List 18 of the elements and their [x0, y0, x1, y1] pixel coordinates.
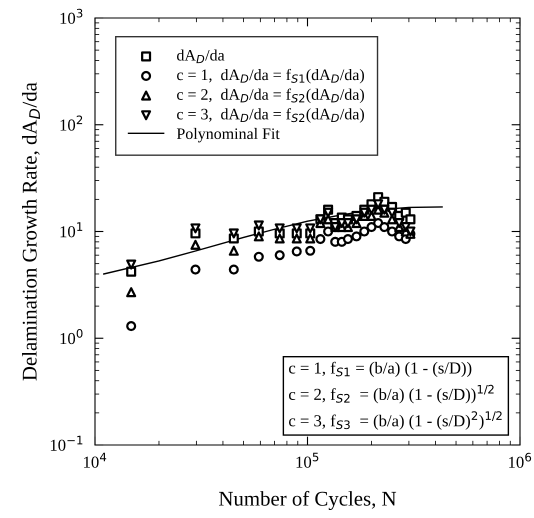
x-axis-title: Number of Cycles, N — [218, 490, 396, 510]
x-tick-label: 10$^{5}$ — [296, 452, 318, 468]
y-tick-label: 10$^{1}$ — [60, 222, 82, 238]
legend-label: c = 3, dA$_{D}$/da = f$_{S2}$(dA$_{D}$/da) — [177, 108, 364, 123]
annotation: c = 2, f$_{S2}$ = (b/a) (1 - (s/D))$^{1/2}$ — [289, 384, 494, 404]
legend-label: dA$_{D}$/da — [177, 49, 224, 64]
annotation: c = 3, f$_{S3}$ = (b/a) (1 - (s/D)$^{2}$)$^{1/2}$ — [289, 411, 502, 430]
y-tick-label: 10$^{2}$ — [60, 115, 82, 131]
legend-label: c = 2, dA$_{D}$/da = f$_{S2}$(dA$_{D}$/da) — [177, 88, 364, 104]
x-tick-label: 10$^{6}$ — [509, 452, 532, 468]
y-axis-title: Delamination Growth Rate, dA$_{D}$/da — [22, 82, 40, 380]
legend-label: c = 1, dA$_{D}$/da = f$_{S1}$(dA$_{D}$/da) — [177, 68, 364, 84]
x-tick-label: 10$^{4}$ — [84, 452, 106, 468]
y-tick-label: 10$^{0}$ — [60, 328, 83, 344]
y-tick-label: 10$^{3}$ — [60, 8, 82, 24]
y-tick-label: 10$^{−1}$ — [50, 436, 82, 451]
legend-label: Polynominal Fit — [176, 128, 280, 142]
annotation: c = 1, f$_{S1}$ = (b/a) (1 - (s/D)) — [289, 362, 472, 378]
